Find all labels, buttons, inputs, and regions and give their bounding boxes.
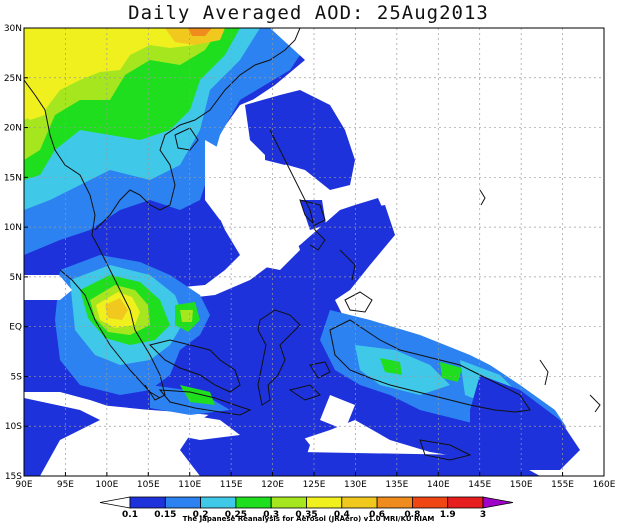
x-tick-label: 115E [220,480,243,490]
x-tick-label: 100E [95,480,118,490]
x-tick-label: 130E [344,480,367,490]
colorbar-label: 0.3 [263,510,279,520]
colorbar-label: 0.6 [369,510,385,520]
x-axis-ticks: 90E 95E 100E 105E 110E 115E 120E 125E 130E 135E 14… [15,472,616,490]
x-tick-label: 95E [57,480,74,490]
colorbar-segment [341,496,378,509]
colorbar-segment [270,496,307,509]
aod-field [24,28,604,476]
y-tick-label: 30N [4,24,22,34]
map-title: Daily Averaged AOD: 25Aug2013 [128,2,489,24]
y-tick-label: 20N [4,124,22,134]
x-tick-label: 105E [137,480,160,490]
x-tick-label: 150E [510,480,533,490]
x-tick-label: 90E [15,480,32,490]
colorbar-label: 0.35 [295,510,317,520]
aod-level-0.6 [188,28,212,36]
x-tick-label: 125E [303,480,326,490]
colorbar-upper-arrow [482,496,514,509]
y-tick-label: 10S [5,422,22,432]
x-tick-label: 120E [261,480,284,490]
credit-line: The Japanese Reanalysis for Aerosol (JRA… [182,515,435,523]
colorbar-label: 0.15 [154,510,176,520]
colorbar-label: 3 [480,510,486,520]
colorbar-label: 0.4 [334,510,350,520]
colorbar-label: 0.25 [225,510,247,520]
y-tick-label: 10N [4,223,22,233]
colorbar-segment [129,496,166,509]
grid-lines [24,28,604,476]
colorbar-label: 0.1 [122,510,138,520]
colorbar-segment [200,496,237,509]
colorbar: 0.1 0.15 0.2 0.25 0.3 0.35 0.4 0.6 0.8 1.9 3 [99,496,514,520]
colorbar-segment [306,496,343,509]
colorbar-segment [376,496,413,509]
colorbar-label: 0.8 [404,510,420,520]
y-tick-label: 5S [11,372,23,382]
y-tick-label: 15S [5,472,22,482]
y-tick-label: 5N [10,273,22,283]
x-tick-label: 145E [468,480,491,490]
colorbar-segment [164,496,202,509]
y-axis-ticks: 30N 25N 20N 15N 10N 5N EQ 5S 10S 15S [4,24,28,482]
colorbar-segment [447,496,484,509]
colorbar-lower-arrow [99,496,131,509]
x-tick-label: 155E [551,480,574,490]
y-tick-label: EQ [9,323,22,333]
colorbar-label: 1.9 [440,510,456,520]
y-tick-label: 15N [4,173,22,183]
x-tick-label: 140E [427,480,450,490]
x-tick-label: 160E [593,480,616,490]
colorbar-segment [235,496,272,509]
colorbar-label: 0.2 [193,510,209,520]
coastlines [24,28,601,461]
colorbar-segment [411,496,449,509]
y-tick-label: 25N [4,74,22,84]
x-tick-label: 135E [385,480,408,490]
x-tick-label: 110E [178,480,201,490]
aod-level-0.4 [105,28,225,320]
